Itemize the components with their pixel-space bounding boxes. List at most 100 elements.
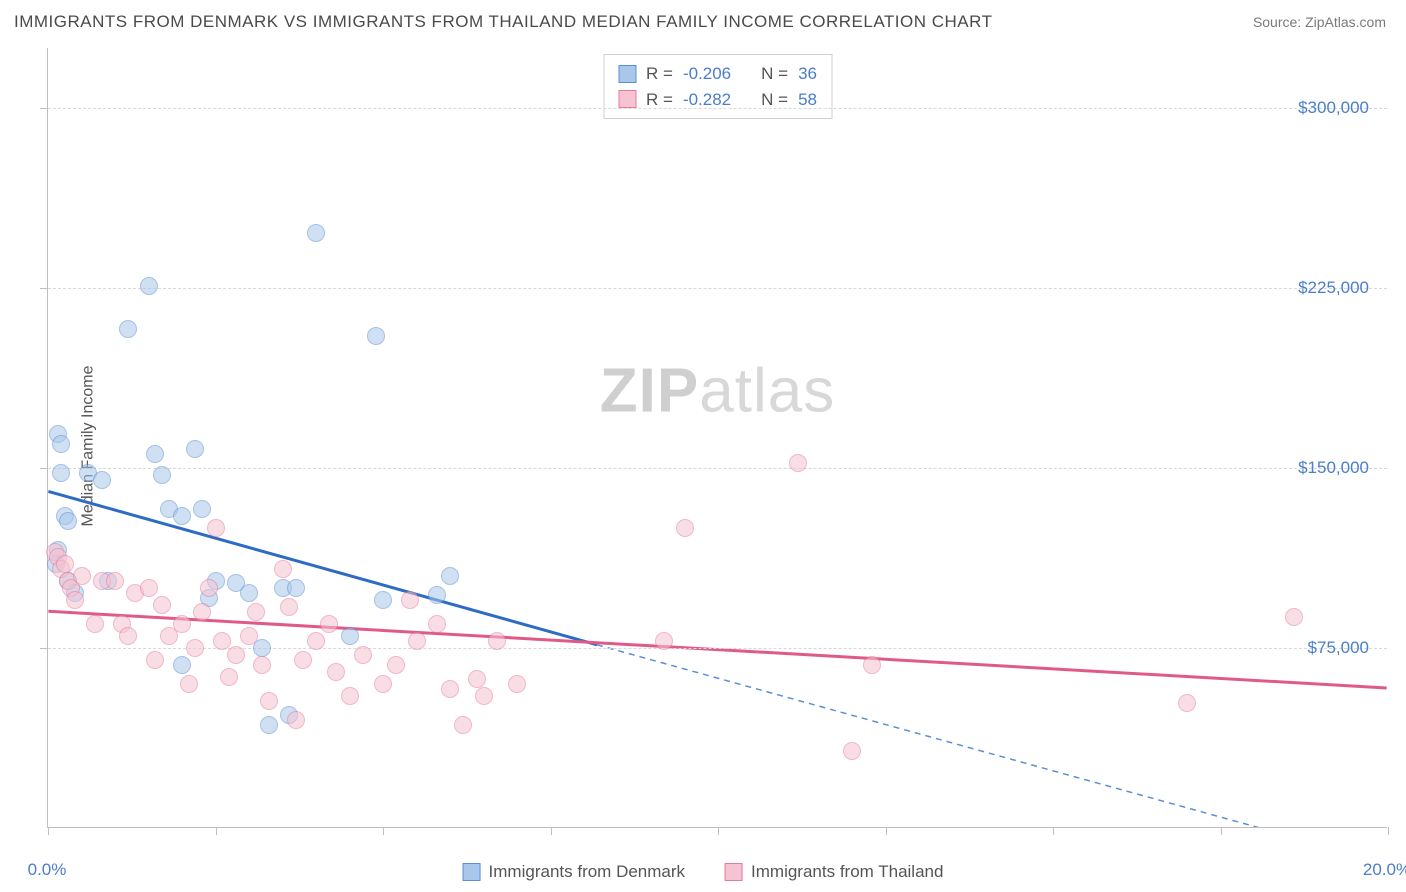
- data-point: [468, 670, 486, 688]
- correlation-legend: R = -0.206N = 36R = -0.282N = 58: [603, 54, 832, 119]
- chart-title: IMMIGRANTS FROM DENMARK VS IMMIGRANTS FR…: [14, 12, 993, 32]
- data-point: [193, 603, 211, 621]
- data-point: [260, 716, 278, 734]
- data-point: [86, 615, 104, 633]
- legend-swatch: [618, 65, 636, 83]
- data-point: [676, 519, 694, 537]
- data-point: [56, 555, 74, 573]
- data-point: [119, 320, 137, 338]
- data-point: [1285, 608, 1303, 626]
- source-label: Source: ZipAtlas.com: [1253, 14, 1386, 30]
- data-point: [843, 742, 861, 760]
- legend-series-name: Immigrants from Denmark: [489, 862, 685, 882]
- data-point: [307, 632, 325, 650]
- legend-n-value: 36: [798, 61, 817, 87]
- legend-item: Immigrants from Thailand: [725, 862, 943, 882]
- y-tick-label: $75,000: [1308, 638, 1369, 658]
- data-point: [52, 435, 70, 453]
- data-point: [253, 656, 271, 674]
- data-point: [274, 560, 292, 578]
- legend-n-label: N =: [761, 61, 788, 87]
- data-point: [119, 627, 137, 645]
- data-point: [341, 687, 359, 705]
- data-point: [367, 327, 385, 345]
- y-tick-label: $225,000: [1298, 278, 1369, 298]
- data-point: [454, 716, 472, 734]
- data-point: [863, 656, 881, 674]
- y-tick: [40, 108, 48, 109]
- data-point: [173, 615, 191, 633]
- x-tick: [886, 827, 887, 835]
- x-tick: [48, 827, 49, 835]
- data-point: [508, 675, 526, 693]
- data-point: [207, 519, 225, 537]
- data-point: [441, 680, 459, 698]
- legend-row: R = -0.206 N = 36: [618, 61, 817, 87]
- data-point: [173, 656, 191, 674]
- data-point: [146, 445, 164, 463]
- data-point: [408, 632, 426, 650]
- data-point: [146, 651, 164, 669]
- data-point: [253, 639, 271, 657]
- watermark-rest: atlas: [699, 356, 835, 425]
- data-point: [106, 572, 124, 590]
- data-point: [387, 656, 405, 674]
- data-point: [186, 639, 204, 657]
- data-point: [789, 454, 807, 472]
- data-point: [59, 512, 77, 530]
- data-point: [287, 579, 305, 597]
- data-point: [200, 579, 218, 597]
- legend-swatch: [725, 863, 743, 881]
- watermark-bold: ZIP: [600, 356, 699, 425]
- data-point: [374, 591, 392, 609]
- y-tick-label: $300,000: [1298, 98, 1369, 118]
- data-point: [66, 591, 84, 609]
- data-point: [193, 500, 211, 518]
- x-tick: [1388, 827, 1389, 835]
- data-point: [260, 692, 278, 710]
- data-point: [173, 507, 191, 525]
- data-point: [428, 586, 446, 604]
- x-tick: [551, 827, 552, 835]
- data-point: [227, 646, 245, 664]
- data-point: [280, 598, 298, 616]
- data-point: [327, 663, 345, 681]
- data-point: [287, 711, 305, 729]
- gridline: [48, 288, 1387, 289]
- data-point: [186, 440, 204, 458]
- gridline: [48, 108, 1387, 109]
- x-tick: [383, 827, 384, 835]
- y-tick: [40, 468, 48, 469]
- data-point: [341, 627, 359, 645]
- data-point: [153, 596, 171, 614]
- y-tick: [40, 648, 48, 649]
- legend-swatch: [618, 90, 636, 108]
- series-legend: Immigrants from Denmark Immigrants from T…: [463, 862, 944, 882]
- data-point: [153, 466, 171, 484]
- x-tick-label: 0.0%: [28, 860, 67, 880]
- legend-swatch: [463, 863, 481, 881]
- data-point: [240, 584, 258, 602]
- x-tick: [1221, 827, 1222, 835]
- data-point: [374, 675, 392, 693]
- legend-r-label: R =: [646, 61, 673, 87]
- gridline: [48, 648, 1387, 649]
- data-point: [73, 567, 91, 585]
- data-point: [140, 277, 158, 295]
- data-point: [401, 591, 419, 609]
- y-tick-label: $150,000: [1298, 458, 1369, 478]
- data-point: [307, 224, 325, 242]
- legend-series-name: Immigrants from Thailand: [751, 862, 943, 882]
- data-point: [475, 687, 493, 705]
- regression-line: [48, 611, 1386, 688]
- data-point: [488, 632, 506, 650]
- data-point: [655, 632, 673, 650]
- legend-r-value: -0.206: [683, 61, 731, 87]
- data-point: [354, 646, 372, 664]
- data-point: [213, 632, 231, 650]
- watermark: ZIPatlas: [600, 355, 835, 426]
- data-point: [220, 668, 238, 686]
- data-point: [240, 627, 258, 645]
- data-point: [320, 615, 338, 633]
- x-tick: [718, 827, 719, 835]
